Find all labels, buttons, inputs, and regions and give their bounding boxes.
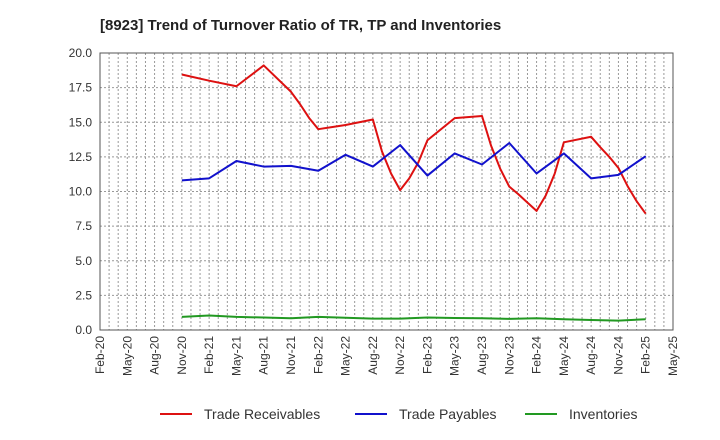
series-line-trade-payables [181,142,647,182]
x-tick-label: May-20 [120,336,134,376]
x-tick-label: Nov-22 [393,336,407,375]
y-tick-label: 20.0 [69,46,93,60]
x-tick-label: May-22 [339,336,353,376]
series-line-inventories [181,314,646,322]
grid-layer [99,52,674,331]
x-tick-label: May-23 [448,336,462,376]
x-tick-label: Nov-21 [284,336,298,375]
series-line-trade-receivables [181,64,647,215]
y-tick-label: 0.0 [75,323,92,337]
y-axis: 0.0 2.5 5.0 7.5 10.0 12.5 15.0 17.5 20.0 [69,46,93,337]
series-layer [181,64,647,322]
x-tick-label: Aug-20 [148,336,162,375]
x-tick-label: May-24 [557,336,571,376]
legend-label-trade-payables: Trade Payables [399,406,497,422]
x-tick-label: May-21 [229,336,243,376]
x-tick-label: Feb-21 [202,336,216,374]
x-tick-label: Aug-23 [475,336,489,375]
legend: Trade Receivables Trade Payables Inventori… [160,406,637,422]
x-tick-label: Aug-22 [366,336,380,375]
x-tick-label: Nov-24 [611,336,625,375]
y-tick-label: 15.0 [69,115,93,129]
x-axis: Feb-20 May-20 Aug-20 Nov-20 Feb-21 May-21 Aug-… [93,336,680,376]
y-tick-label: 7.5 [75,219,92,233]
y-tick-label: 10.0 [69,185,93,199]
plot-frame [99,52,674,331]
x-tick-label: Nov-23 [502,336,516,375]
y-tick-label: 12.5 [69,150,93,164]
chart-title: [8923] Trend of Turnover Ratio of TR, TP… [100,17,501,34]
x-tick-label: May-25 [666,336,680,376]
x-tick-label: Nov-20 [175,336,189,375]
legend-label-trade-receivables: Trade Receivables [204,406,320,422]
x-tick-label: Feb-20 [93,336,107,374]
y-tick-label: 17.5 [69,81,93,95]
x-tick-label: Aug-24 [584,336,598,375]
legend-label-inventories: Inventories [569,406,637,422]
x-tick-label: Feb-25 [639,336,653,374]
x-tick-label: Feb-24 [530,336,544,374]
y-tick-label: 5.0 [75,254,92,268]
x-tick-label: Feb-22 [311,336,325,374]
y-tick-label: 2.5 [75,288,92,302]
x-tick-label: Feb-23 [420,336,434,374]
x-tick-label: Aug-21 [257,336,271,375]
